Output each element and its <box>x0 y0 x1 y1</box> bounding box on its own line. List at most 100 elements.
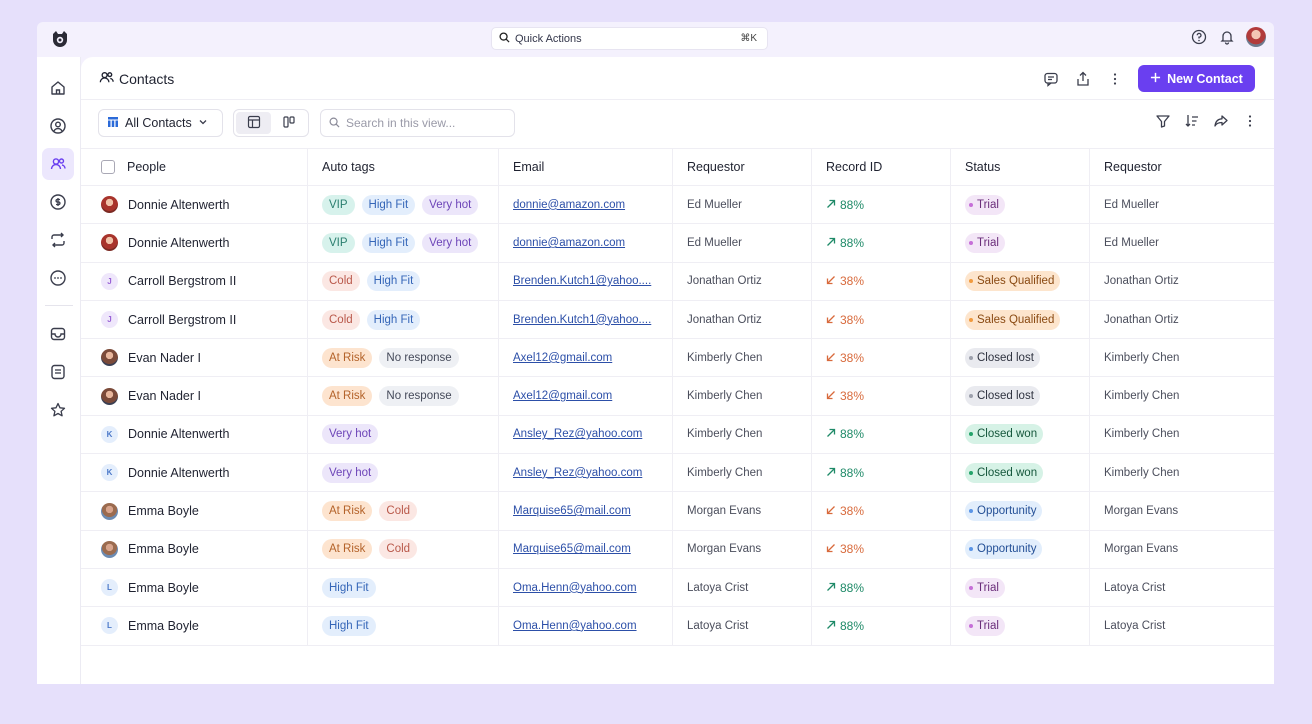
email-link[interactable]: Oma.Henn@yahoo.com <box>513 619 637 632</box>
status-badge[interactable]: Trial <box>965 577 1005 598</box>
person-name[interactable]: Donnie Altenwerth <box>128 235 230 250</box>
table-row[interactable]: L Emma Boyle High Fit Oma.Henn@yahoo.com… <box>81 568 1274 608</box>
column-header-status[interactable]: Status <box>951 149 1090 185</box>
forward-icon[interactable] <box>1213 113 1229 132</box>
table-row[interactable]: Donnie Altenwerth VIP High Fit Very hot do… <box>81 186 1274 225</box>
person-cell[interactable]: Evan Nader I <box>81 377 308 415</box>
sidebar-home-icon[interactable] <box>42 72 74 104</box>
status-badge[interactable]: Sales Qualified <box>965 309 1061 330</box>
sidebar-user-circle-icon[interactable] <box>42 110 74 142</box>
auto-tag[interactable]: Very hot <box>422 194 479 215</box>
search-input[interactable] <box>346 116 496 130</box>
auto-tag[interactable]: No response <box>379 347 459 368</box>
email-link[interactable]: Ansley_Rez@yahoo.com <box>513 428 643 441</box>
column-header-people[interactable]: People <box>81 149 308 185</box>
person-cell[interactable]: L Emma Boyle <box>81 607 308 645</box>
person-cell[interactable]: K Donnie Altenwerth <box>81 415 308 454</box>
status-badge[interactable]: Opportunity <box>965 501 1043 522</box>
person-cell[interactable]: L Emma Boyle <box>81 568 308 607</box>
person-name[interactable]: Emma Boyle <box>128 542 199 557</box>
table-row[interactable]: J Carroll Bergstrom II Cold High Fit Bren… <box>81 262 1274 301</box>
kanban-view-button[interactable] <box>271 112 306 134</box>
column-header-record-id[interactable]: Record ID <box>812 149 951 185</box>
column-header-auto-tags[interactable]: Auto tags <box>308 149 499 185</box>
person-name[interactable]: Evan Nader I <box>128 389 201 404</box>
email-link[interactable]: Brenden.Kutch1@yahoo.... <box>513 275 652 288</box>
email-link[interactable]: Axel12@gmail.com <box>513 390 613 403</box>
person-cell[interactable]: Evan Nader I <box>81 339 308 377</box>
auto-tag[interactable]: High Fit <box>366 309 421 330</box>
table-row[interactable]: Donnie Altenwerth VIP High Fit Very hot do… <box>81 224 1274 263</box>
sidebar-star-icon[interactable] <box>42 394 74 426</box>
more-vertical-icon[interactable] <box>1106 70 1124 88</box>
email-link[interactable]: Brenden.Kutch1@yahoo.... <box>513 313 652 326</box>
auto-tag[interactable]: High Fit <box>361 232 416 253</box>
quick-actions-button[interactable]: Quick Actions ⌘K <box>491 27 768 50</box>
column-header-requestor-2[interactable]: Requestor <box>1090 149 1274 185</box>
person-name[interactable]: Donnie Altenwerth <box>128 465 230 480</box>
sidebar-more-circle-icon[interactable] <box>42 262 74 294</box>
auto-tag[interactable]: VIP <box>322 232 355 253</box>
email-link[interactable]: Axel12@gmail.com <box>513 351 613 364</box>
person-name[interactable]: Donnie Altenwerth <box>128 197 230 212</box>
table-row[interactable]: K Donnie Altenwerth Very hot Ansley_Rez@… <box>81 454 1274 493</box>
person-name[interactable]: Emma Boyle <box>128 504 199 519</box>
sidebar-dollar-icon[interactable] <box>42 186 74 218</box>
share-icon[interactable] <box>1074 70 1092 88</box>
person-cell[interactable]: Donnie Altenwerth <box>81 224 308 262</box>
table-row[interactable]: K Donnie Altenwerth Very hot Ansley_Rez@… <box>81 415 1274 455</box>
table-row[interactable]: Emma Boyle At Risk Cold Marquise65@mail.c… <box>81 492 1274 531</box>
help-icon[interactable] <box>1190 28 1208 46</box>
auto-tag[interactable]: Cold <box>322 271 360 292</box>
sidebar-users-icon[interactable] <box>42 148 74 180</box>
table-row[interactable]: L Emma Boyle High Fit Oma.Henn@yahoo.com… <box>81 607 1274 646</box>
person-cell[interactable]: Emma Boyle <box>81 530 308 568</box>
auto-tag[interactable]: At Risk <box>322 347 373 368</box>
person-cell[interactable]: K Donnie Altenwerth <box>81 454 308 492</box>
sort-icon[interactable] <box>1184 113 1200 132</box>
comment-icon[interactable] <box>1042 70 1060 88</box>
person-name[interactable]: Donnie Altenwerth <box>128 427 230 442</box>
status-badge[interactable]: Closed won <box>965 462 1044 483</box>
sidebar-repeat-icon[interactable] <box>42 224 74 256</box>
more-vertical-icon[interactable] <box>1242 113 1258 132</box>
status-badge[interactable]: Trial <box>965 232 1005 253</box>
status-badge[interactable]: Trial <box>965 194 1005 215</box>
auto-tag[interactable]: High Fit <box>366 271 421 292</box>
status-badge[interactable]: Trial <box>965 615 1005 636</box>
auto-tag[interactable]: High Fit <box>361 194 416 215</box>
person-name[interactable]: Carroll Bergstrom II <box>128 274 237 289</box>
person-cell[interactable]: J Carroll Bergstrom II <box>81 262 308 300</box>
auto-tag[interactable]: At Risk <box>322 501 373 522</box>
auto-tag[interactable]: High Fit <box>322 577 376 598</box>
auto-tag[interactable]: High Fit <box>322 615 376 636</box>
filter-icon[interactable] <box>1155 113 1171 132</box>
person-name[interactable]: Evan Nader I <box>128 350 201 365</box>
email-link[interactable]: Oma.Henn@yahoo.com <box>513 581 637 594</box>
bell-icon[interactable] <box>1218 28 1236 46</box>
email-link[interactable]: Ansley_Rez@yahoo.com <box>513 466 643 479</box>
email-link[interactable]: donnie@amazon.com <box>513 198 626 211</box>
email-link[interactable]: Marquise65@mail.com <box>513 543 631 556</box>
person-cell[interactable]: Donnie Altenwerth <box>81 186 308 224</box>
person-name[interactable]: Emma Boyle <box>128 580 199 595</box>
sidebar-inbox-icon[interactable] <box>42 318 74 350</box>
table-row[interactable]: Evan Nader I At Risk No response Axel12@g… <box>81 377 1274 416</box>
auto-tag[interactable]: Very hot <box>322 424 379 445</box>
auto-tag[interactable]: No response <box>379 386 459 407</box>
auto-tag[interactable]: Very hot <box>422 232 479 253</box>
status-badge[interactable]: Opportunity <box>965 539 1043 560</box>
sidebar-document-icon[interactable] <box>42 356 74 388</box>
auto-tag[interactable]: At Risk <box>322 386 373 407</box>
status-badge[interactable]: Closed won <box>965 424 1044 445</box>
auto-tag[interactable]: VIP <box>322 194 355 215</box>
table-row[interactable]: J Carroll Bergstrom II Cold High Fit Bren… <box>81 300 1274 340</box>
person-cell[interactable]: J Carroll Bergstrom II <box>81 300 308 339</box>
status-badge[interactable]: Closed lost <box>965 347 1040 368</box>
auto-tag[interactable]: Cold <box>322 309 360 330</box>
view-selector[interactable]: All Contacts <box>98 109 223 137</box>
person-name[interactable]: Emma Boyle <box>128 618 199 633</box>
logo-icon[interactable] <box>49 28 71 50</box>
avatar[interactable] <box>1246 27 1266 47</box>
person-cell[interactable]: Emma Boyle <box>81 492 308 530</box>
